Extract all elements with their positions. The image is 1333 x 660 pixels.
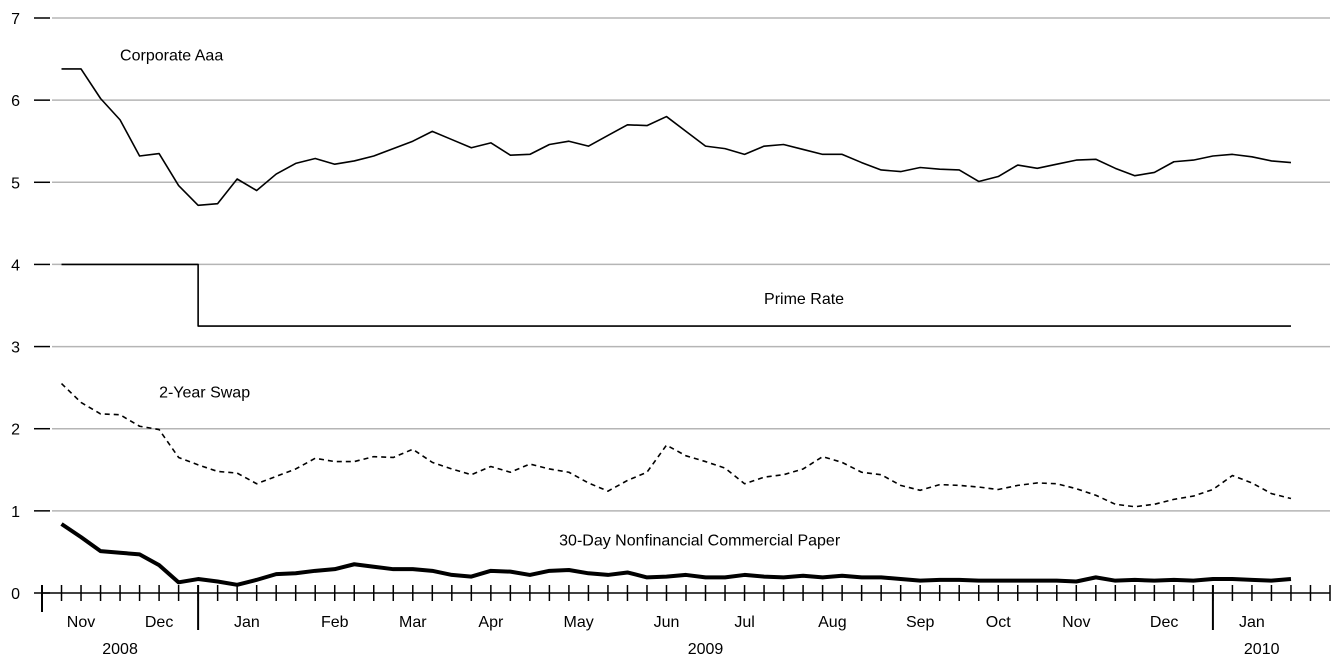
x-month-label: Nov bbox=[67, 614, 95, 631]
x-month-label: Dec bbox=[145, 614, 173, 631]
y-axis: 0 1 2 3 4 5 6 7 bbox=[11, 11, 50, 603]
x-month-label: Aug bbox=[818, 614, 846, 631]
y-tick-label-2: 2 bbox=[11, 422, 20, 439]
x-month-label: Sep bbox=[906, 614, 935, 631]
y-tick-label-0: 0 bbox=[11, 586, 20, 603]
series-label-2-year-swap: 2-Year Swap bbox=[159, 385, 250, 402]
y-tick-label-6: 6 bbox=[11, 93, 20, 110]
x-month-label: Nov bbox=[1062, 614, 1090, 631]
series-line-prime-rate bbox=[61, 263, 1291, 327]
series-label-prime-rate: Prime Rate bbox=[764, 291, 844, 308]
series-line-corporate-aaa bbox=[61, 68, 1292, 207]
series-label-corporate-aaa: Corporate Aaa bbox=[120, 48, 223, 65]
x-year-label: 2009 bbox=[688, 641, 724, 658]
x-month-label: Jan bbox=[234, 614, 260, 631]
series-labels: Corporate Aaa Prime Rate 2-Year Swap 30-Day… bbox=[120, 48, 844, 550]
y-tick-label-3: 3 bbox=[11, 340, 20, 357]
x-month-label: May bbox=[564, 614, 594, 631]
series-label-30-day-nonfinancial-commercial-paper: 30-Day Nonfinancial Commercial Paper bbox=[559, 532, 841, 549]
x-month-label: Jul bbox=[734, 614, 754, 631]
x-month-label: Feb bbox=[321, 614, 349, 631]
y-tick-label-1: 1 bbox=[11, 504, 20, 521]
x-year-label: 2010 bbox=[1244, 641, 1280, 658]
x-month-label: Jan bbox=[1239, 614, 1265, 631]
series-line-30-day-nonfinancial-commercial-paper bbox=[60, 522, 1292, 587]
x-month-label: Dec bbox=[1150, 614, 1178, 631]
y-tick-label-4: 4 bbox=[11, 257, 20, 274]
y-tick-label-7: 7 bbox=[11, 11, 20, 28]
series-line-2-year-swap bbox=[60, 382, 1292, 508]
x-month-label: Oct bbox=[986, 614, 1011, 631]
x-month-label: Mar bbox=[399, 614, 427, 631]
x-month-label: Jun bbox=[654, 614, 680, 631]
series-lines bbox=[60, 68, 1292, 587]
x-month-label: Apr bbox=[478, 614, 504, 631]
gridlines bbox=[52, 17, 1330, 512]
y-tick-label-5: 5 bbox=[11, 175, 20, 192]
x-year-label: 2008 bbox=[102, 641, 138, 658]
x-axis: Nov Dec Jan Feb Mar Apr May Jun Jul Aug Sep Oct Nov D… bbox=[41, 585, 1331, 658]
